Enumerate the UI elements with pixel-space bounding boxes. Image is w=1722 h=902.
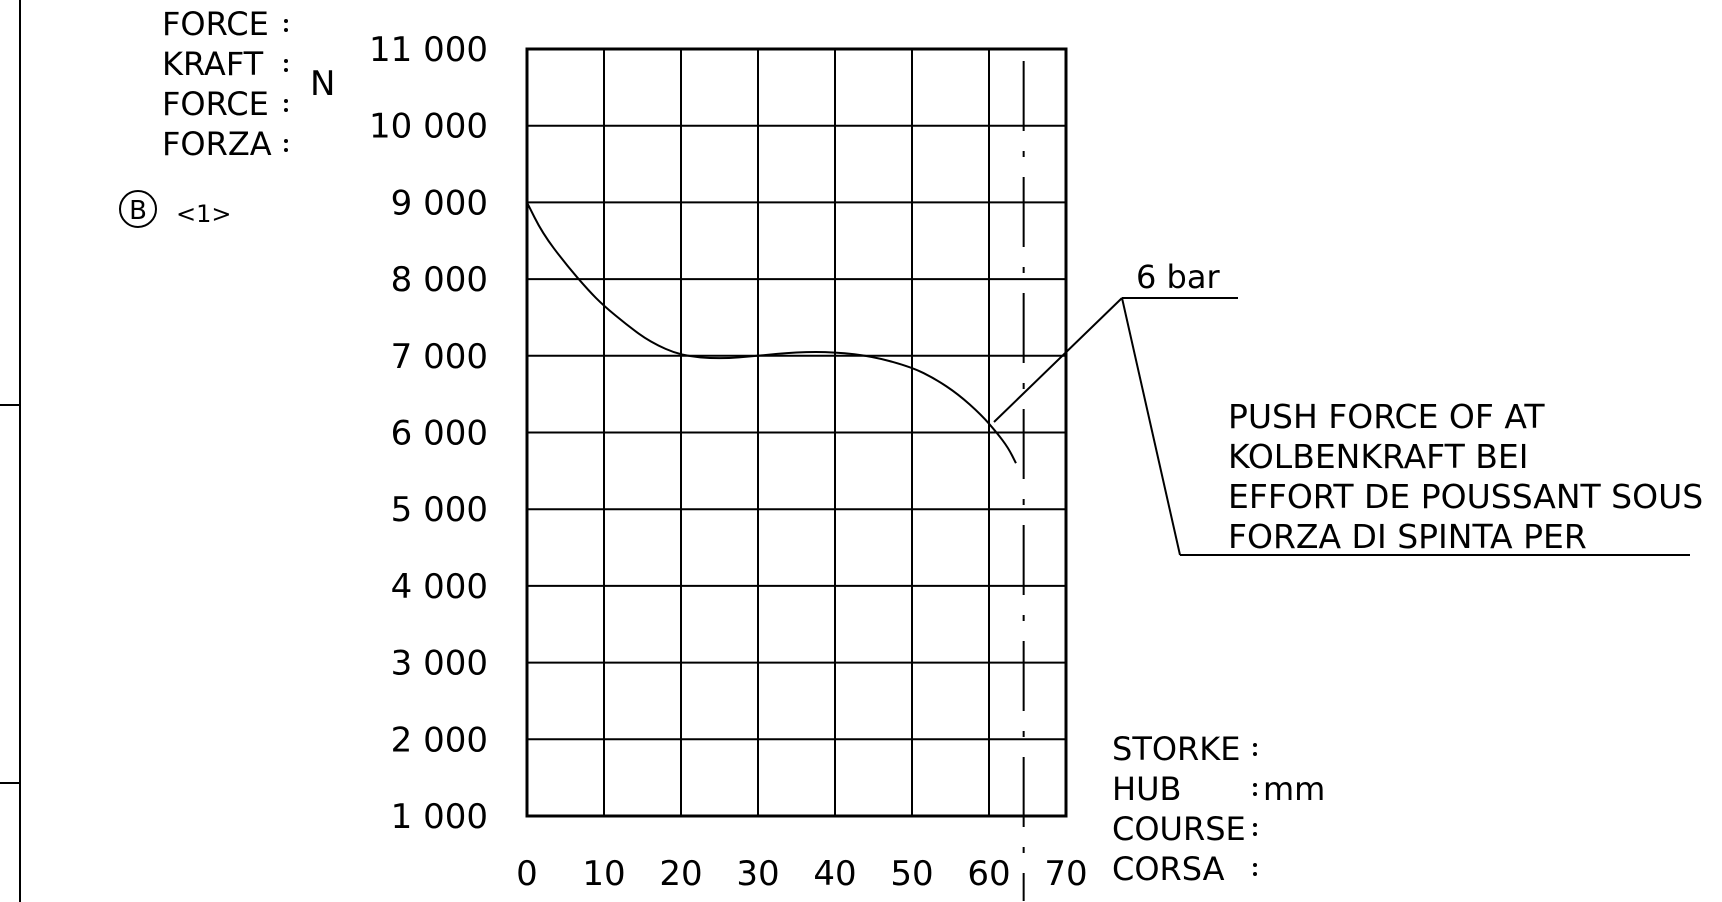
- x-tick-label-0: 0: [516, 854, 538, 894]
- x-tick-label-40: 40: [813, 854, 856, 894]
- pressure-leader: [993, 297, 1123, 423]
- y-tick-label-6000: 6 000: [391, 414, 488, 454]
- plot-area: 0 10 20 30 40 50 60 70 1 000 2 000 3 000 4 000 5 000…: [369, 30, 1088, 901]
- stroke-label-colons: [1253, 743, 1257, 876]
- x-tick-label-30: 30: [736, 854, 779, 894]
- y-tick-label-1000: 1 000: [391, 797, 488, 837]
- annotation-line-2: EFFORT DE POUSSANT SOUS: [1228, 477, 1703, 516]
- callout-ref: <1>: [176, 200, 232, 228]
- y-tick-label-3000: 3 000: [391, 644, 488, 684]
- callout-letter: B: [129, 196, 147, 226]
- callout-circle: [119, 190, 157, 228]
- stroke-label-3: CORSA: [1112, 850, 1225, 888]
- series-line-0: [526, 201, 1017, 464]
- y-tick-label-5000: 5 000: [391, 490, 488, 530]
- stroke-label-0: STORKE: [1112, 730, 1240, 768]
- x-tick-label-50: 50: [890, 854, 933, 894]
- x-tick-label-20: 20: [659, 854, 702, 894]
- force-label-3: FORZA: [162, 125, 272, 163]
- annotation-line-0: PUSH FORCE OF AT: [1228, 397, 1545, 436]
- x-tick-label-60: 60: [967, 854, 1010, 894]
- annotation-line-3: FORZA DI SPINTA PER: [1228, 517, 1587, 556]
- y-tick-label-11000: 11 000: [369, 30, 488, 70]
- y-tick-label-2000: 2 000: [391, 720, 488, 760]
- stroke-unit: mm: [1263, 770, 1325, 808]
- annotation-line-1: KOLBENKRAFT BEI: [1228, 437, 1528, 476]
- force-label-1: KRAFT: [162, 45, 264, 83]
- force-label-0: FORCE: [162, 5, 269, 43]
- pressure-callout: 6 bar: [993, 258, 1690, 556]
- annotation-block: PUSH FORCE OF AT KOLBENKRAFT BEI EFFORT …: [1228, 397, 1703, 556]
- stroke-label-2: COURSE: [1112, 810, 1246, 848]
- x-tick-label-10: 10: [582, 854, 625, 894]
- y-tick-label-10000: 10 000: [369, 107, 488, 147]
- drawing-frame: [0, 0, 21, 902]
- y-tick-label-8000: 8 000: [391, 260, 488, 300]
- pressure-label: 6 bar: [1136, 258, 1220, 296]
- x-tick-label-70: 70: [1044, 854, 1087, 894]
- stroke-label-1: HUB: [1112, 770, 1181, 808]
- stroke-label-block: STORKE HUB COURSE CORSA mm: [1112, 730, 1325, 888]
- callout-marker: B <1>: [119, 190, 232, 228]
- force-unit: N: [310, 64, 335, 104]
- y-tick-label-4000: 4 000: [391, 567, 488, 607]
- force-label-colons: [284, 19, 288, 152]
- y-tick-label-9000: 9 000: [391, 183, 488, 223]
- force-label-2: FORCE: [162, 85, 269, 123]
- y-tick-label-7000: 7 000: [391, 337, 488, 377]
- force-label-block: FORCE KRAFT FORCE FORZA N: [162, 5, 335, 163]
- annotation-leader: [1121, 297, 1181, 556]
- plot-frame: [525, 47, 1068, 818]
